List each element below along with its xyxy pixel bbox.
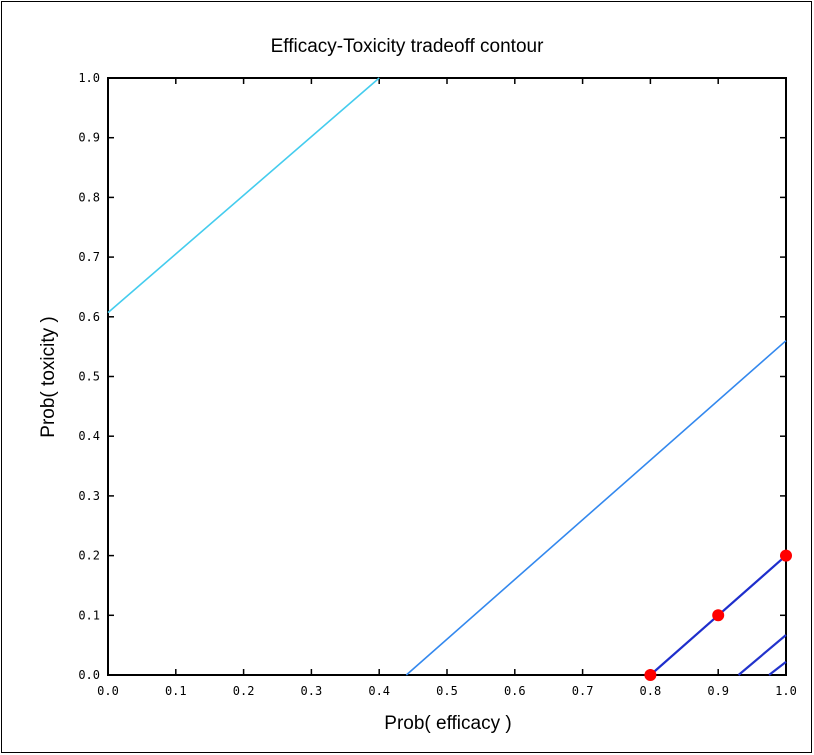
contour-line-2	[405, 340, 787, 676]
x-tick-label: 0.5	[436, 684, 458, 698]
contour-line-5	[768, 660, 787, 676]
data-point	[780, 549, 792, 562]
plot-area	[107, 77, 787, 676]
data-point	[644, 669, 657, 681]
y-tick-label: 0.0	[78, 668, 100, 682]
contour-line-1	[107, 77, 380, 314]
contour-line-4	[737, 634, 787, 676]
x-tick-label: 0.9	[707, 684, 729, 698]
x-tick-label: 0.7	[572, 684, 594, 698]
y-tick-label: 1.0	[78, 71, 100, 85]
x-tick-label: 0.1	[165, 684, 187, 698]
data-point	[712, 609, 725, 622]
y-tick-label: 0.5	[78, 370, 100, 384]
x-tick-label: 0.4	[368, 684, 390, 698]
x-tick-label: 0.0	[97, 684, 119, 698]
x-axis-label: Prob( efficacy )	[384, 713, 511, 734]
x-tick-label: 0.2	[233, 684, 255, 698]
x-axis-ticks: 0.0 0.1 0.2 0.3 0.4 0.5 0.6 0.7 0.8 0.9 1.0	[97, 78, 797, 698]
x-tick-label: 1.0	[775, 684, 797, 698]
y-axis-label: Prob( toxicity )	[38, 316, 59, 437]
y-tick-label: 0.3	[78, 489, 100, 503]
data-points	[644, 549, 792, 681]
y-tick-label: 0.4	[78, 429, 100, 443]
y-axis-ticks: 0.0 0.1 0.2 0.3 0.4 0.5 0.6 0.7 0.8 0.9 1.0	[78, 71, 786, 682]
y-tick-label: 0.9	[78, 131, 100, 145]
x-tick-label: 0.3	[301, 684, 323, 698]
y-tick-label: 0.6	[78, 310, 100, 324]
x-tick-label: 0.8	[640, 684, 662, 698]
y-tick-label: 0.7	[78, 250, 100, 264]
y-tick-label: 0.2	[78, 549, 100, 563]
x-tick-label: 0.6	[504, 684, 526, 698]
y-tick-label: 0.1	[78, 608, 100, 622]
chart-title: Efficacy-Toxicity tradeoff contour	[271, 36, 544, 57]
y-tick-label: 0.8	[78, 190, 100, 204]
